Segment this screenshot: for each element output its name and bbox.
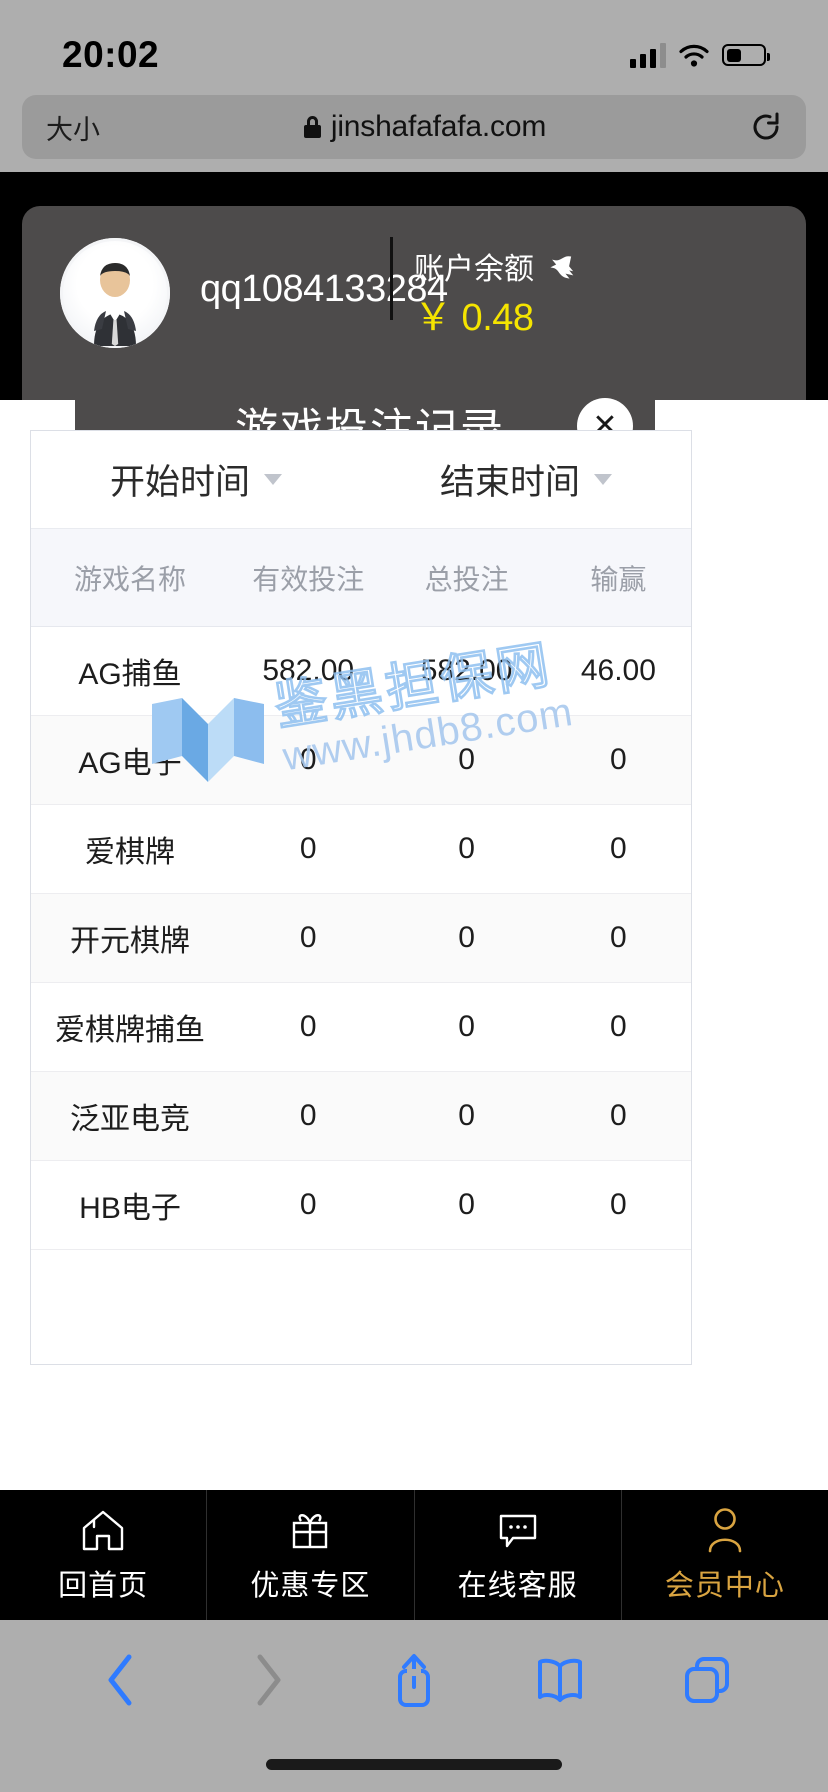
cell-total-bet: 0 — [458, 921, 475, 954]
date-filter-row: 开始时间 结束时间 — [31, 431, 691, 529]
cell-game-name: 开元棋牌 — [70, 925, 190, 958]
web-page-content: qq1084133284 账户余额 ￥ 0.48 游戏投注记录 ✕ — [0, 172, 828, 1620]
page-zoom-button[interactable]: 大小 — [46, 114, 100, 145]
cell-valid-bet: 0 — [299, 1099, 317, 1132]
nav-label-support: 在线客服 — [457, 1570, 578, 1602]
balance-label-group: 账户余额 — [414, 244, 578, 288]
cell-valid-bet: 0 — [299, 921, 317, 954]
cell-game-name: AG捕鱼 — [78, 658, 182, 691]
status-bar-clock: 20:02 — [62, 34, 160, 75]
nav-item-member-center[interactable]: 会员中心 — [622, 1490, 828, 1620]
forward-button — [194, 1653, 340, 1707]
cell-win-loss: 0 — [610, 743, 627, 776]
home-icon — [80, 1506, 126, 1554]
nav-label-member-center: 会员中心 — [664, 1570, 785, 1602]
chevron-down-icon — [264, 474, 282, 485]
bottom-nav: 回首页 优惠专区 在线 — [0, 1490, 828, 1620]
cell-win-loss: 0 — [610, 1188, 627, 1221]
column-header-win-loss: 输赢 — [590, 563, 647, 595]
chevron-left-icon — [104, 1653, 138, 1707]
chevron-down-icon — [594, 474, 612, 485]
cell-total-bet: 0 — [458, 1010, 475, 1043]
column-header-game-name: 游戏名称 — [73, 563, 186, 595]
table-row: HB电子 0 0 0 — [31, 1161, 691, 1250]
nav-label-promotions: 优惠专区 — [250, 1570, 371, 1602]
cell-valid-bet: 0 — [299, 1188, 317, 1221]
table-row: AG电子 0 0 0 — [31, 716, 691, 805]
chat-icon — [495, 1506, 541, 1554]
nav-item-support[interactable]: 在线客服 — [415, 1490, 622, 1620]
cell-win-loss: 0 — [610, 832, 627, 865]
ios-browser-bottom-chrome — [0, 1620, 828, 1792]
balance-amount: ￥ 0.48 — [414, 297, 534, 339]
gift-icon — [288, 1506, 332, 1554]
cell-valid-bet: 0 — [299, 743, 317, 776]
book-icon — [535, 1657, 585, 1703]
home-indicator — [266, 1759, 562, 1770]
refresh-balance-icon[interactable] — [548, 251, 578, 281]
column-header-valid-bet: 有效投注 — [252, 563, 365, 595]
column-header-total-bet: 总投注 — [424, 563, 509, 595]
reload-icon[interactable] — [750, 111, 782, 143]
nav-item-home[interactable]: 回首页 — [0, 1490, 208, 1620]
tabs-button[interactable] — [634, 1655, 780, 1705]
start-time-picker[interactable]: 开始时间 — [31, 454, 361, 505]
url-text: jinshafafafa.com — [330, 110, 547, 143]
cell-total-bet: 0 — [458, 1099, 475, 1132]
cell-game-name: AG电子 — [78, 747, 182, 780]
ios-browser-top-chrome: 20:02 大小 jinshafafafa.com — [0, 0, 828, 172]
cell-win-loss: 0 — [610, 1010, 627, 1043]
cell-win-loss: 0 — [610, 921, 627, 954]
bet-record-table: 开始时间 结束时间 游戏名称 有效投注 总投注 输赢 AG捕鱼 582.00 582… — [30, 430, 692, 1365]
cell-game-name: 泛亚电竞 — [70, 1103, 190, 1136]
cell-total-bet: 0 — [458, 1188, 475, 1221]
bookmarks-button[interactable] — [487, 1657, 633, 1703]
start-time-label: 开始时间 — [109, 463, 250, 502]
cell-game-name: 爱棋牌 — [85, 836, 175, 869]
battery-icon — [722, 44, 770, 66]
cell-total-bet: 582.00 — [420, 654, 513, 687]
table-row: 爱棋牌捕鱼 0 0 0 — [31, 983, 691, 1072]
wifi-icon — [679, 44, 709, 67]
cell-game-name: HB电子 — [79, 1192, 181, 1225]
username-label: qq1084133284 — [200, 268, 448, 310]
cell-valid-bet: 0 — [299, 1010, 317, 1043]
card-divider — [390, 237, 393, 320]
cell-valid-bet: 0 — [299, 832, 317, 865]
table-row: 开元棋牌 0 0 0 — [31, 894, 691, 983]
nav-item-promotions[interactable]: 优惠专区 — [207, 1490, 415, 1620]
safari-toolbar — [0, 1620, 828, 1740]
person-icon — [705, 1506, 745, 1554]
table-row: AG捕鱼 582.00 582.00 46.00 — [31, 627, 691, 716]
user-avatar-icon[interactable] — [60, 238, 170, 348]
share-icon — [392, 1651, 436, 1709]
url-bar[interactable]: 大小 jinshafafafa.com — [22, 95, 806, 159]
back-button[interactable] — [48, 1653, 194, 1707]
cell-win-loss: 0 — [610, 1099, 627, 1132]
cell-game-name: 爱棋牌捕鱼 — [55, 1014, 205, 1047]
tabs-icon — [683, 1655, 731, 1705]
cell-total-bet: 0 — [458, 832, 475, 865]
cell-valid-bet: 582.00 — [262, 654, 355, 687]
nav-label-home: 回首页 — [58, 1570, 149, 1602]
table-row: 泛亚电竞 0 0 0 — [31, 1072, 691, 1161]
table-body: AG捕鱼 582.00 582.00 46.00 AG电子 0 0 0 爱棋牌 0 0 0 开元棋牌 0 0… — [31, 627, 691, 1250]
cellular-bars-icon — [630, 42, 666, 68]
status-bar-indicators — [630, 42, 770, 68]
url-display[interactable]: jinshafafafa.com — [100, 110, 750, 144]
end-time-picker[interactable]: 结束时间 — [361, 454, 691, 505]
chevron-right-icon — [251, 1653, 285, 1707]
status-bar: 20:02 — [0, 0, 828, 88]
cell-total-bet: 0 — [458, 743, 475, 776]
cell-win-loss: 46.00 — [580, 654, 656, 687]
table-header-row: 游戏名称 有效投注 总投注 输赢 — [31, 529, 691, 627]
end-time-label: 结束时间 — [439, 463, 580, 502]
share-button[interactable] — [341, 1651, 487, 1709]
balance-label: 账户余额 — [414, 253, 534, 286]
table-row: 爱棋牌 0 0 0 — [31, 805, 691, 894]
lock-icon — [303, 116, 321, 138]
